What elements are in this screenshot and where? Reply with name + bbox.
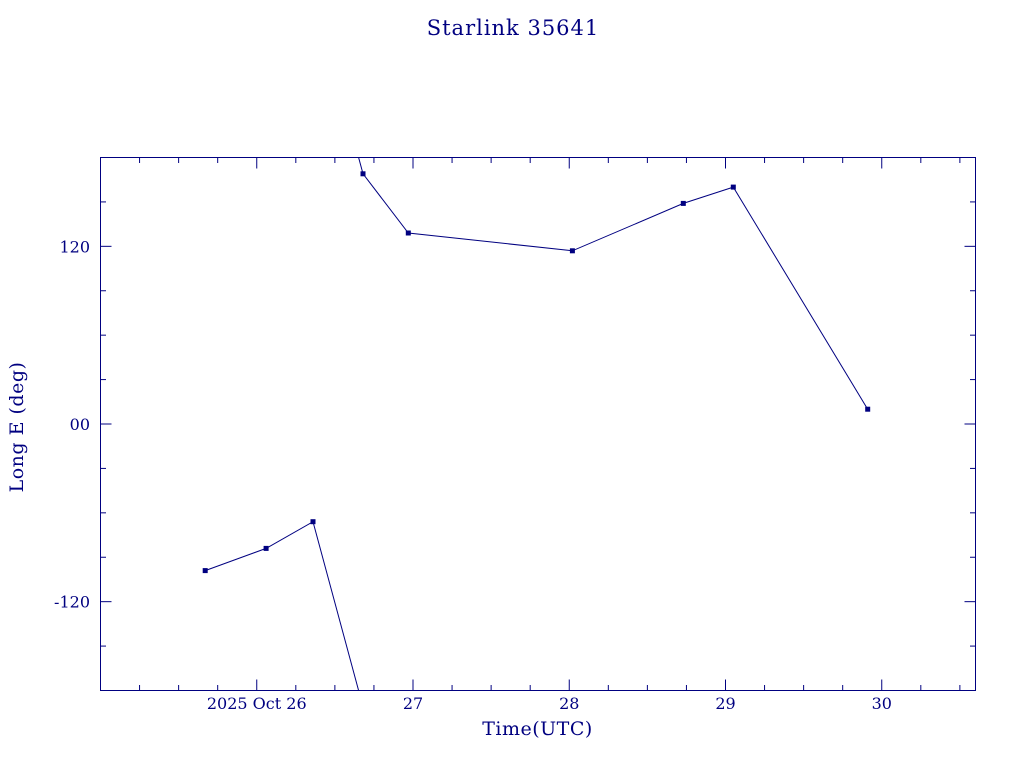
y-tick-label: -120 [54,593,90,612]
x-tick-label: 2025 Oct 26 [207,694,307,713]
x-tick-label: 28 [559,694,579,713]
data-line [358,157,869,410]
plot-frame [100,157,976,691]
data-line [205,520,360,691]
y-tick-label: 00 [70,415,90,434]
data-point-marker [310,519,316,525]
data-point-marker [405,230,411,236]
data-point-marker [569,248,575,254]
chart-title: Starlink 35641 [426,16,600,40]
data-point-marker [865,406,871,412]
x-tick-label: 27 [403,694,423,713]
data-point-marker [202,568,208,574]
x-tick-label: 30 [872,694,892,713]
x-axis-label: Time(UTC) [482,718,593,740]
data-point-marker [680,200,686,206]
data-point-marker [263,545,269,551]
data-point-marker [730,184,736,190]
x-tick-label: 29 [715,694,735,713]
data-point-marker [360,171,366,177]
y-tick-label: 120 [59,237,90,256]
